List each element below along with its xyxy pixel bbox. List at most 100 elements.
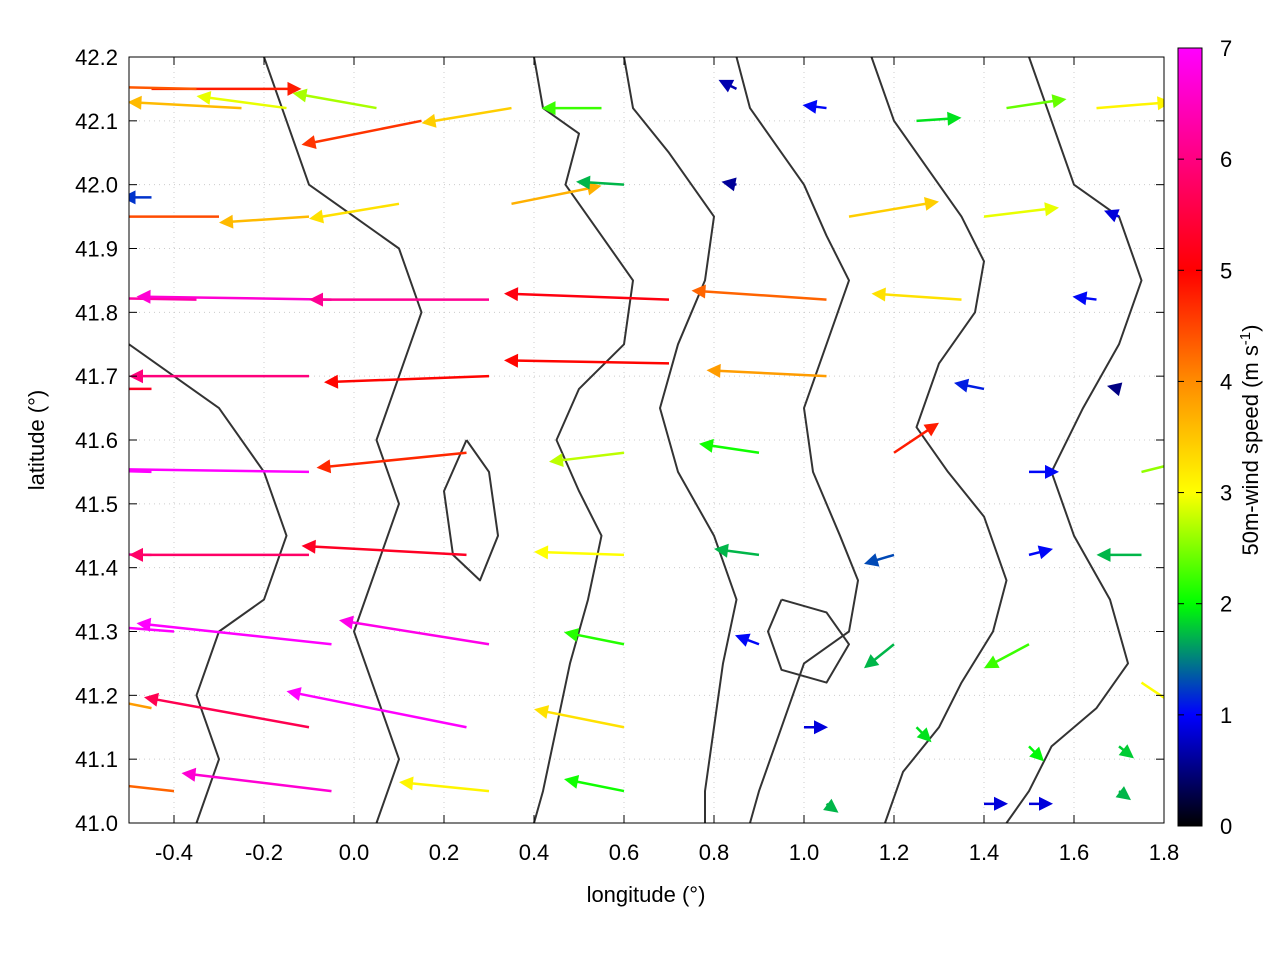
wind-vector-head [576,175,591,190]
wind-vector [534,545,625,560]
wind-vector [99,462,310,476]
y-tick-label: 41.2 [75,683,118,708]
wind-vector [129,190,152,205]
wind-vector [292,88,377,110]
wind-vector-shaft [406,781,490,793]
wind-vector [286,687,467,729]
wind-vector-shaft [129,626,175,633]
wind-vector-head [1115,786,1131,801]
wind-vector [421,106,512,128]
wind-vector-head [309,292,323,307]
wind-vector [136,617,332,646]
wind-vector [301,539,467,557]
wind-vector-head [196,91,212,105]
y-tick-label: 41.3 [75,620,118,645]
wind-vector-head [954,378,970,393]
wind-vector [136,289,332,304]
wind-vector [129,95,242,110]
wind-vector [129,547,309,562]
wind-vector [1029,796,1053,811]
wind-vector-head [286,687,302,701]
y-tick-label: 42.0 [75,173,118,198]
wind-vector [511,181,602,206]
wind-vector [62,79,197,93]
x-tick-label: 1.4 [969,840,1000,865]
colorbar [1177,47,1203,827]
wind-vector-shaft [189,772,332,793]
wind-vector-shaft [294,691,467,729]
x-axis-label: longitude (°) [587,882,706,907]
wind-vector-head [714,543,729,558]
wind-vector-head [292,88,308,103]
wind-vector [721,177,737,192]
wind-vector [706,363,827,378]
wind-vector [718,79,738,93]
x-tick-label: 0.6 [609,840,640,865]
wind-vector-shaft [300,93,377,110]
x-tick-label: 0.0 [339,840,370,865]
wind-vector-shaft [511,359,670,365]
wind-vector-shaft [571,779,625,793]
wind-vector [1028,745,1044,762]
wind-vector [915,726,932,743]
wind-vector [916,111,962,126]
wind-vector-shaft [309,119,422,145]
wind-vector [129,215,219,218]
wind-vector-shaft [1096,101,1164,110]
wind-vector-head [916,727,932,743]
wind-vector [534,705,625,729]
wind-vector-head [994,796,1008,811]
wind-vector-shaft [699,289,827,301]
wind-vector-head [534,545,549,560]
wind-vector [802,99,827,114]
wind-vector-head [549,453,564,467]
wind-vector [129,784,175,793]
wind-vector-shaft [324,451,467,469]
wind-vector-head [984,655,1000,669]
wind-vector [699,438,760,455]
x-tick-label: 0.4 [519,840,550,865]
wind-vector [1115,786,1131,801]
y-tick-label: 42.1 [75,109,118,134]
wind-vector-shaft [309,545,467,557]
wind-vector-head [1044,202,1059,217]
wind-vector [1096,96,1164,111]
wind-vector [1006,94,1067,110]
terrain-contours [129,57,1143,823]
wind-vector-shaft [316,202,400,219]
wind-vector-shaft [893,426,934,454]
colorbar-tick-label: 2 [1220,592,1232,617]
colorbar-tick-label: 5 [1220,258,1232,283]
colorbar-tick-label: 6 [1220,147,1232,172]
colorbar-label-base: 50m-wind speed (m s [1238,345,1263,555]
wind-vector-head [721,177,737,192]
contour-line [735,57,859,823]
x-tick-label: 0.2 [429,840,460,865]
wind-vector-shaft [135,101,242,110]
colorbar-tick-label: 1 [1220,703,1232,728]
wind-vector-head [1037,545,1053,560]
wind-vector-head [586,181,602,196]
wind-vector-head [871,287,886,302]
wind-vector [1107,382,1123,397]
wind-vector-head [1157,96,1164,111]
wind-vector-shaft [429,106,512,123]
wind-vector-head [1045,464,1059,479]
wind-vector-head [62,79,76,93]
wind-vector-shaft [129,468,310,474]
colorbar-tick-label: 4 [1220,369,1232,394]
x-tick-label: 1.6 [1059,840,1090,865]
wind-vector [954,378,985,393]
wind-vector-shaft [541,550,625,557]
contour-line [263,57,423,823]
wind-vector [1104,209,1120,223]
wind-vector [316,451,467,474]
wind-vector-head [421,113,437,128]
colorbar-tick-label: 7 [1220,36,1232,61]
y-tick-label: 41.8 [75,300,118,325]
wind-vector [804,720,828,735]
wind-vector-head [99,462,113,476]
wind-vector-head [324,374,339,389]
wind-vector-head [1029,746,1044,762]
